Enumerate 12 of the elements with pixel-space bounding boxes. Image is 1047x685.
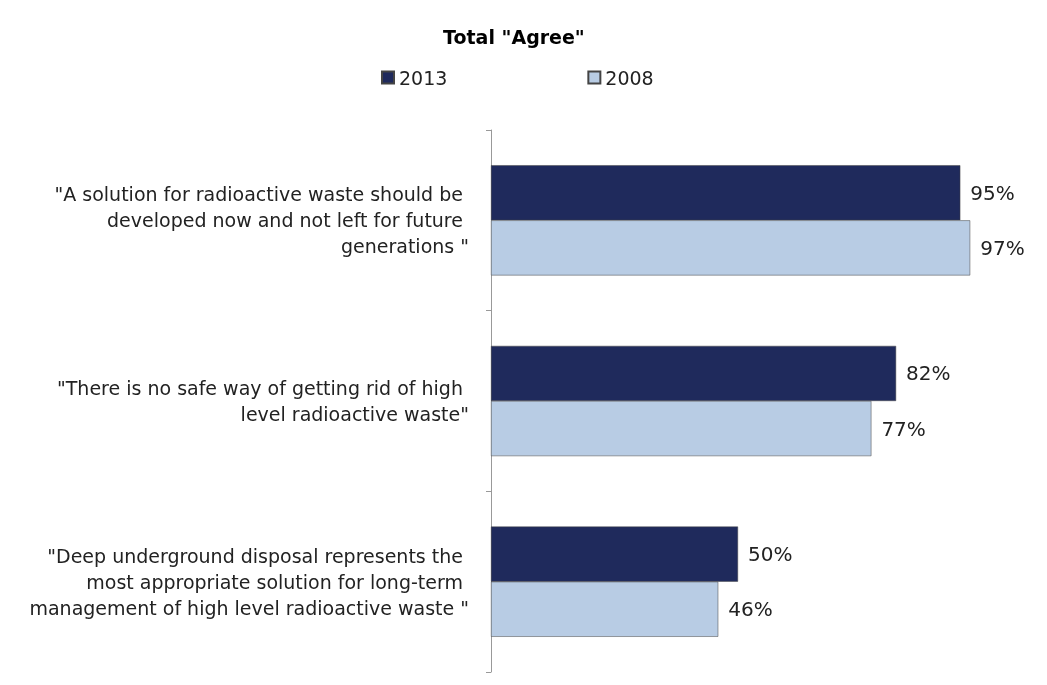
legend-label: 2008 xyxy=(605,66,654,89)
y-tick-label: "Deep underground disposal represents the most appropriate solution for long-term management of high level radioactive waste " xyxy=(29,544,469,619)
data-label: 82% xyxy=(906,361,951,386)
legend-label: 2013 xyxy=(399,66,448,89)
y-tick-label: "A solution for radioactive waste should be developed now and not left for future generations " xyxy=(54,183,469,258)
data-label: 97% xyxy=(980,235,1025,260)
data-label: 46% xyxy=(728,597,773,622)
data-label: 77% xyxy=(881,416,926,441)
data-label: 50% xyxy=(748,542,793,567)
data-label: 95% xyxy=(970,180,1015,205)
chart-title: Total "Agree" xyxy=(443,25,585,48)
y-tick-label: "There is no safe way of getting rid of high level radioactive waste" xyxy=(57,377,469,425)
